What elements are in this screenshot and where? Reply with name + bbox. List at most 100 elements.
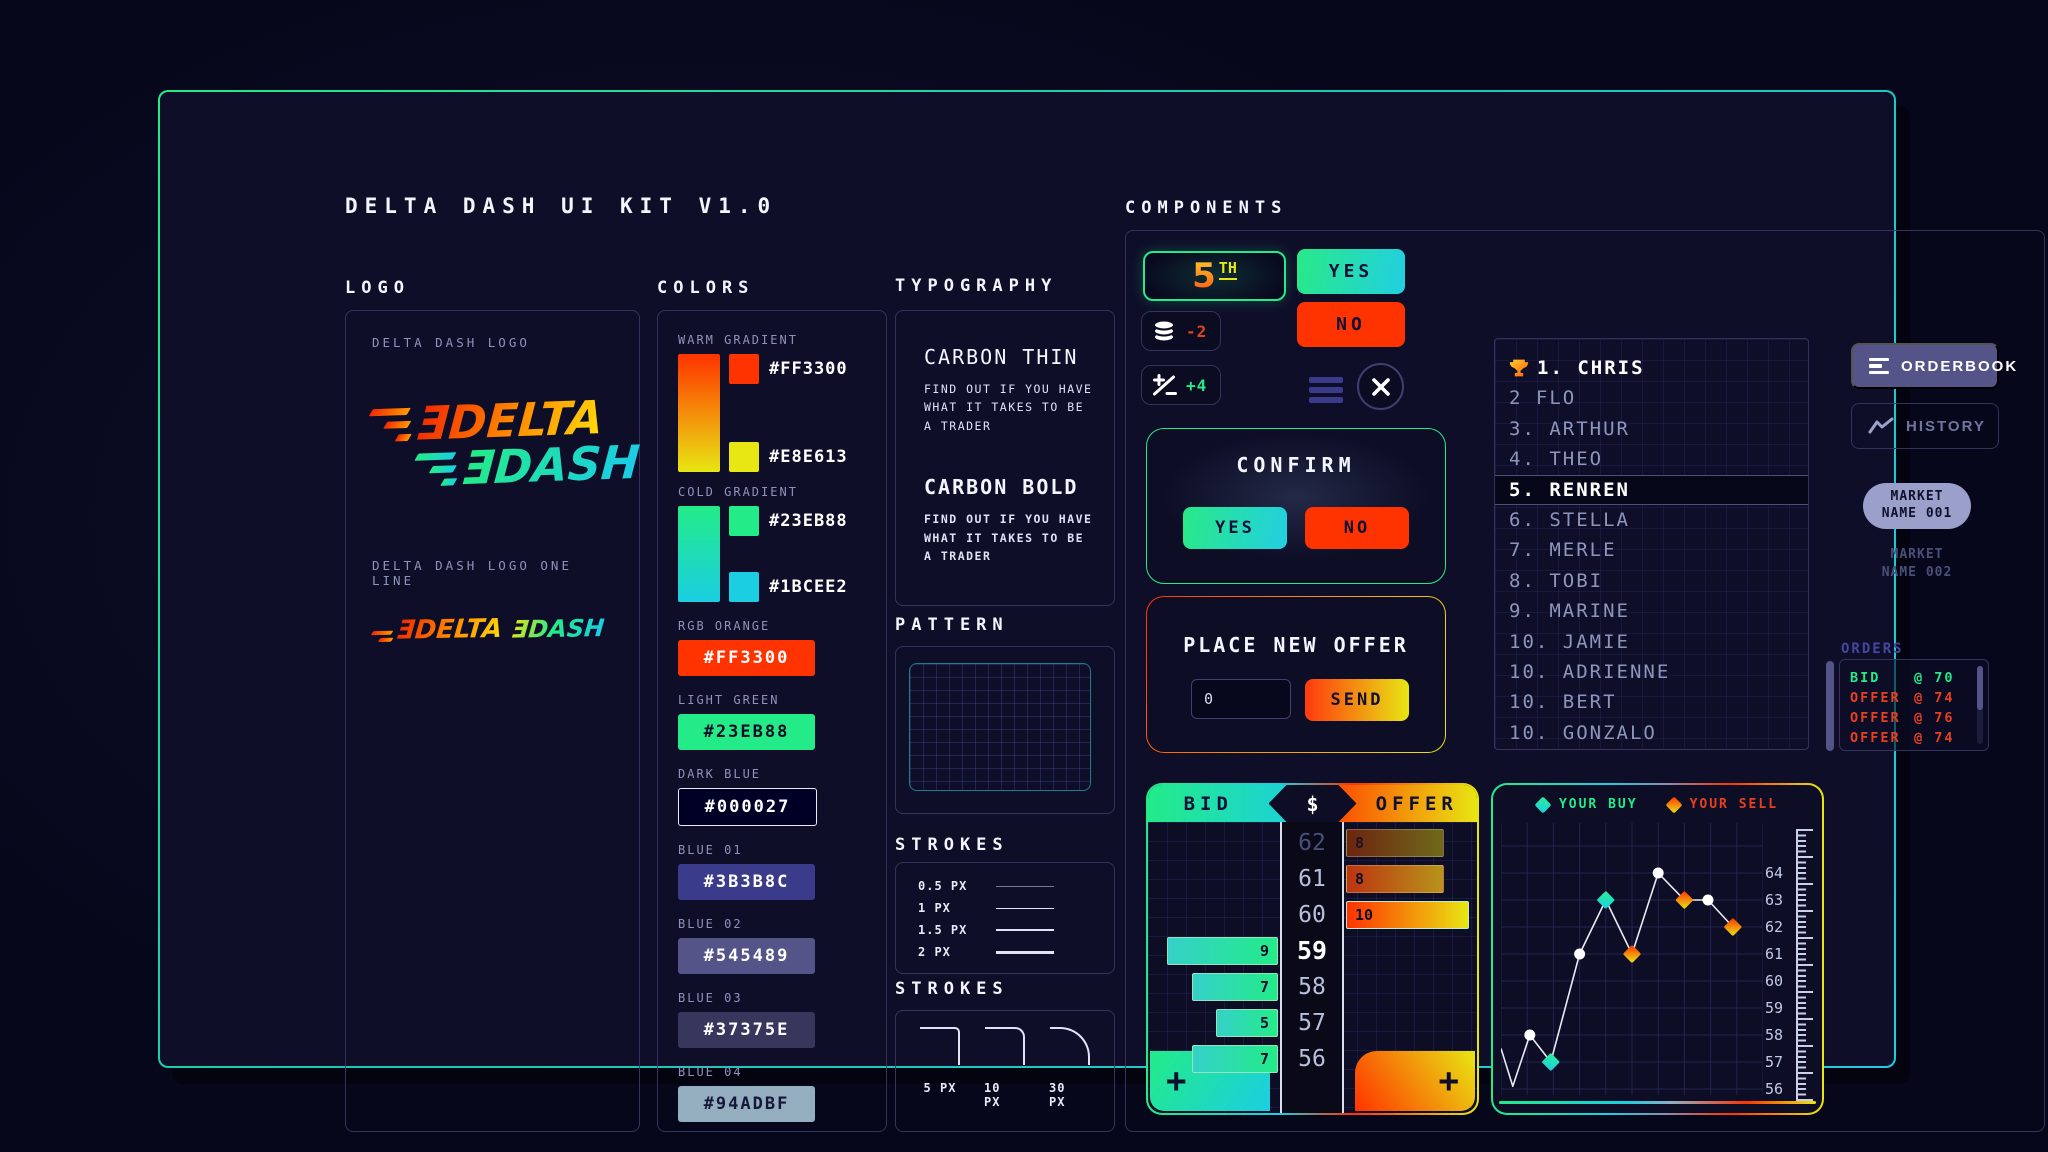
offer-bar[interactable]: 8: [1346, 865, 1444, 893]
y-axis-label: 62: [1765, 918, 1784, 936]
corner-stroke-label: 30 PX: [1049, 1081, 1066, 1109]
offer-bar[interactable]: 10: [1346, 901, 1469, 929]
leaderboard-entry: 6. STELLA: [1509, 509, 1630, 531]
market-label-line2: NAME 002: [1881, 565, 1953, 581]
history-button-label: HISTORY: [1906, 417, 1986, 435]
send-button[interactable]: SEND: [1305, 679, 1409, 721]
y-axis-label: 61: [1765, 945, 1784, 963]
speed-lines-icon: [414, 452, 458, 486]
leaderboard-scrollbar[interactable]: [1826, 661, 1834, 751]
hex-value: #23EB88: [769, 511, 848, 531]
gradient-stops: #23EB88 #1BCEE2: [729, 506, 848, 602]
stroke-sample-line: [996, 950, 1054, 954]
currency-hexagon: $: [1269, 785, 1357, 822]
color-chip: [729, 506, 759, 536]
no-button[interactable]: NO: [1297, 302, 1405, 347]
plus-minus-badge[interactable]: +4: [1141, 365, 1221, 405]
history-button[interactable]: HISTORY: [1851, 403, 1999, 449]
place-offer-dialog: PLACE NEW OFFER SEND: [1146, 596, 1446, 753]
order-row[interactable]: OFFER @ 74: [1840, 688, 1988, 707]
menu-icon[interactable]: [1309, 377, 1343, 403]
logo-word-delta: ƎDELTA: [395, 613, 504, 646]
leaderboard-entry: 9. MARINE: [1509, 600, 1630, 623]
order-row[interactable]: OFFER @ 76: [1840, 708, 1988, 727]
coins-icon: [1153, 319, 1175, 343]
logo-word-dash: ƎDASH: [511, 614, 606, 644]
color-label: BLUE 03: [678, 991, 743, 1005]
bid-bar[interactable]: 9: [1167, 937, 1278, 965]
color-label: BLUE 04: [678, 1065, 743, 1079]
grid-pattern-swatch: [909, 663, 1091, 791]
color-swatch[interactable]: #000027: [678, 788, 817, 826]
delta-dash-logo: ƎDELTA ƎDASH: [368, 390, 641, 498]
color-swatch[interactable]: #23EB88: [678, 714, 815, 750]
bid-bar[interactable]: 7: [1192, 1045, 1278, 1073]
gradient-stop: #23EB88: [729, 506, 848, 536]
gradient-label: WARM GRADIENT: [678, 333, 798, 347]
leaderboard-row[interactable]: 6. STELLA: [1495, 505, 1808, 535]
typeface-bold: CARBON BOLD FIND OUT IF YOU HAVE WHAT IT…: [924, 475, 1091, 565]
orders-scrollbar[interactable]: [1977, 666, 1983, 710]
hex-value: #FF3300: [769, 359, 848, 379]
coin-count-badge[interactable]: -2: [1141, 311, 1221, 351]
ladder-price: 59: [1296, 936, 1328, 965]
y-axis-label: 64: [1765, 864, 1784, 882]
offer-bar[interactable]: 8: [1346, 829, 1444, 857]
color-swatch[interactable]: #FF3300: [678, 640, 815, 676]
typeface-thin-sample: FIND OUT IF YOU HAVE WHAT IT TAKES TO BE…: [924, 382, 1093, 433]
offer-amount-input[interactable]: [1191, 679, 1291, 719]
color-swatch-group: DARK BLUE #000027: [678, 767, 866, 826]
leaderboard-row[interactable]: 1. CHRIS: [1495, 353, 1808, 383]
orderbook-icon: [1869, 357, 1889, 375]
leaderboard-row[interactable]: 2 FLO: [1495, 383, 1808, 413]
close-icon[interactable]: [1357, 363, 1404, 410]
add-offer-button[interactable]: +: [1355, 1051, 1475, 1111]
y-axis-label: 57: [1765, 1053, 1784, 1071]
typography-section-label: TYPOGRAPHY: [895, 276, 1058, 296]
leaderboard-row[interactable]: 9. MARINE: [1495, 596, 1808, 626]
leaderboard-entry: 1. CHRIS: [1537, 357, 1645, 379]
market-name-badge[interactable]: MARKET NAME 001: [1863, 483, 1971, 529]
leaderboard-row[interactable]: 4. THEO: [1495, 444, 1808, 474]
color-swatch-group: LIGHT GREEN #23EB88: [678, 693, 866, 750]
logo-label: DELTA DASH LOGO: [372, 335, 530, 350]
leaderboard: 1. CHRIS 2 FLO 3. ARTHUR 4. THEO 5. RENREN 6.…: [1494, 338, 1809, 750]
bid-bar[interactable]: 5: [1216, 1009, 1278, 1037]
leaderboard-row[interactable]: 8. TOBI: [1495, 566, 1808, 596]
color-swatch-group: BLUE 03 #37375E: [678, 991, 866, 1048]
orderbook-button[interactable]: ORDERBOOK: [1851, 343, 2016, 389]
leaderboard-row[interactable]: 3. ARTHUR: [1495, 414, 1808, 444]
order-row[interactable]: OFFER @ 74: [1840, 728, 1988, 747]
leaderboard-row[interactable]: 10. BERT: [1495, 687, 1808, 717]
ladder-price: 57: [1298, 1010, 1326, 1036]
confirm-no-button[interactable]: NO: [1305, 507, 1409, 549]
leaderboard-row[interactable]: 10. ADRIENNE: [1495, 657, 1808, 687]
leaderboard-row[interactable]: 10. JAMIE: [1495, 627, 1808, 657]
color-swatch[interactable]: #94ADBF: [678, 1086, 815, 1122]
market-name-label: MARKET NAME 002: [1863, 546, 1971, 582]
ladder-rows: BID $ OFFER + + 62 8 61 8 60 10 59 9 58 7 57 5 56 7: [1148, 785, 1477, 1113]
order-row[interactable]: BID @ 70: [1840, 668, 1988, 687]
color-label: LIGHT GREEN: [678, 693, 780, 707]
confirm-yes-button[interactable]: YES: [1183, 507, 1287, 549]
leaderboard-row[interactable]: 7. MERLE: [1495, 535, 1808, 565]
leaderboard-entry: 10. ADRIENNE: [1509, 661, 1671, 683]
leaderboard-entry: 8. TOBI: [1509, 569, 1604, 592]
bid-bar[interactable]: 7: [1192, 973, 1278, 1001]
speed-lines-icon: [370, 630, 394, 643]
y-axis-label: 63: [1765, 891, 1784, 909]
ladder-price: 60: [1298, 902, 1326, 928]
color-swatch[interactable]: #3B3B8C: [678, 864, 815, 900]
color-swatch[interactable]: #37375E: [678, 1012, 815, 1048]
leaderboard-row[interactable]: 5. RENREN: [1495, 474, 1808, 505]
color-swatch[interactable]: #545489: [678, 938, 815, 974]
confirm-dialog: CONFIRM YES NO: [1146, 428, 1446, 584]
buy-diamond-icon: [1534, 796, 1552, 813]
stroke-weight-row: 1 PX: [918, 897, 1092, 919]
rank-badge[interactable]: 5 TH: [1143, 251, 1286, 301]
yes-button[interactable]: YES: [1297, 249, 1405, 294]
leaderboard-row[interactable]: 10. GONZALO: [1495, 718, 1808, 748]
y-axis-label: 60: [1765, 972, 1784, 990]
color-chip: [729, 442, 759, 472]
